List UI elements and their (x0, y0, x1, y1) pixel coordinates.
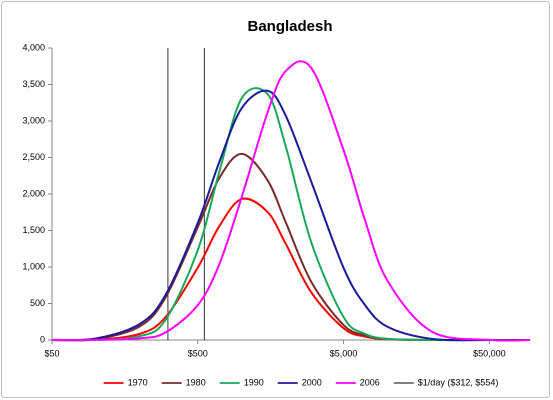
y-tick-label: 1,000 (22, 261, 45, 271)
series-line (51, 89, 531, 342)
legend-label: $1/day ($312, $554) (418, 377, 499, 387)
x-tick-label: $50,000 (473, 348, 506, 358)
x-tick-label: $500 (188, 348, 208, 358)
legend-label: 2006 (360, 377, 380, 387)
y-tick-label: 3,000 (22, 115, 45, 125)
y-tick-label: 0 (40, 334, 45, 344)
y-tick-label: 2,500 (22, 152, 45, 162)
x-tick-label: $5,000 (330, 348, 358, 358)
legend-label: 1990 (244, 377, 264, 387)
y-tick-label: 4,000 (22, 42, 45, 52)
y-tick-label: 1,500 (22, 225, 45, 235)
x-tick-label: $50 (44, 348, 59, 358)
series-line (51, 87, 530, 342)
legend-label: 1980 (186, 377, 206, 387)
chart-title: Bangladesh (247, 18, 332, 35)
legend-label: 1970 (128, 377, 148, 387)
y-tick-label: 3,500 (22, 79, 45, 89)
series-line (51, 60, 531, 342)
y-tick-label: 2,000 (22, 188, 45, 198)
legend-label: 2000 (302, 377, 322, 387)
y-tick-label: 500 (30, 298, 45, 308)
